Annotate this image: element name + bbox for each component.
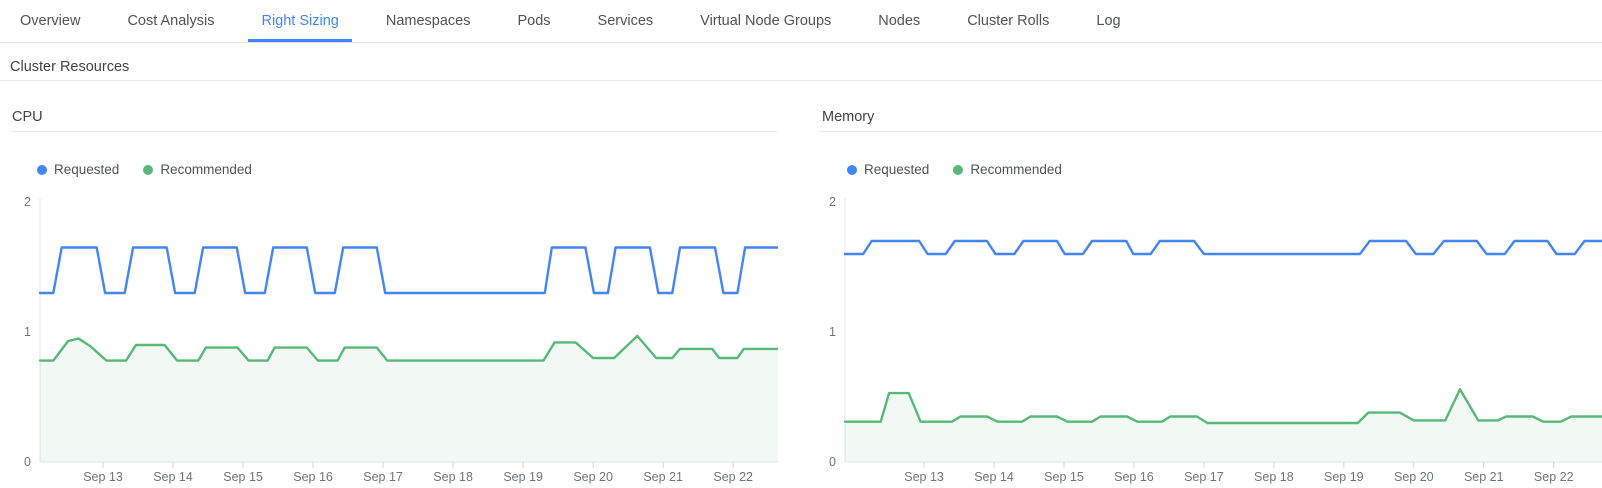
legend-dot-icon xyxy=(37,164,47,175)
tab-cost-analysis[interactable]: Cost Analysis xyxy=(127,0,214,42)
x-tick-label: Sep 17 xyxy=(1184,470,1224,484)
chart-panel-cpu: CPU Requested Recommended 0 1 2 Sep 13 Sep 14… xyxy=(10,81,778,486)
chart-canvas: 0 1 2 Sep 13 Sep 14 Sep 15 Sep 16 Sep 17 Sep 18 S… xyxy=(829,195,1602,484)
x-tick-label: Sep 19 xyxy=(503,470,543,484)
tab-bar: Overview Cost Analysis Right Sizing Namespa… xyxy=(0,0,1602,43)
tab-nodes[interactable]: Nodes xyxy=(878,0,920,42)
chart-panel-memory: Memory Requested Recommended 0 1 2 Sep 13 Sep… xyxy=(820,81,1602,486)
legend-label: Recommended xyxy=(160,162,252,177)
tab-pods[interactable]: Pods xyxy=(517,0,550,42)
x-tick-label: Sep 19 xyxy=(1324,470,1364,484)
legend-item-requested[interactable]: Requested xyxy=(847,162,929,177)
x-tick-label: Sep 13 xyxy=(904,470,944,484)
tab-namespaces[interactable]: Namespaces xyxy=(386,0,471,42)
tab-right-sizing[interactable]: Right Sizing xyxy=(248,0,352,42)
legend-label: Requested xyxy=(864,162,930,177)
chart-title-divider xyxy=(10,131,778,132)
y-tick-label: 0 xyxy=(24,455,31,469)
legend-item-recommended[interactable]: Recommended xyxy=(143,162,252,177)
x-tick-label: Sep 22 xyxy=(713,470,753,484)
x-tick-label: Sep 18 xyxy=(1254,470,1294,484)
y-tick-label: 2 xyxy=(24,195,31,209)
x-tick-label: Sep 16 xyxy=(1114,470,1154,484)
tab-log[interactable]: Log xyxy=(1096,0,1120,42)
legend-label: Recommended xyxy=(970,162,1062,177)
chart-legend: Requested Recommended xyxy=(847,162,1602,177)
y-tick-label: 2 xyxy=(829,195,836,209)
chart-title-divider xyxy=(820,131,1602,132)
legend-dot-icon xyxy=(143,164,154,175)
charts-row: CPU Requested Recommended 0 1 2 Sep 13 Sep 14… xyxy=(0,81,1602,486)
tab-virtual-node-groups[interactable]: Virtual Node Groups xyxy=(700,0,831,42)
chart-title: Memory xyxy=(822,109,875,125)
x-tick-label: Sep 17 xyxy=(363,470,403,484)
y-tick-label: 0 xyxy=(829,455,836,469)
x-tick-label: Sep 14 xyxy=(153,470,193,484)
x-tick-label: Sep 15 xyxy=(1044,470,1084,484)
x-tick-label: Sep 21 xyxy=(1464,470,1504,484)
series-line-recommended xyxy=(843,388,1602,425)
tab-services[interactable]: Services xyxy=(598,0,654,42)
series-line-requested xyxy=(38,246,778,295)
x-tick-label: Sep 13 xyxy=(83,470,123,484)
legend-label: Requested xyxy=(54,162,120,177)
legend-item-requested[interactable]: Requested xyxy=(37,162,119,177)
x-tick-label: Sep 20 xyxy=(1394,470,1434,484)
tab-cluster-rolls[interactable]: Cluster Rolls xyxy=(967,0,1049,42)
y-tick-label: 1 xyxy=(24,325,31,339)
chart-legend: Requested Recommended xyxy=(37,162,778,177)
chart-canvas: 0 1 2 Sep 13 Sep 14 Sep 15 Sep 16 Sep 17 Sep 18 S… xyxy=(24,195,778,484)
legend-dot-icon xyxy=(847,164,857,175)
series-line-requested xyxy=(843,239,1602,256)
tab-overview[interactable]: Overview xyxy=(20,0,80,42)
section-title: Cluster Resources xyxy=(10,59,130,75)
y-tick-label: 1 xyxy=(829,325,836,339)
x-tick-label: Sep 14 xyxy=(974,470,1014,484)
legend-dot-icon xyxy=(953,164,964,175)
x-tick-label: Sep 16 xyxy=(293,470,333,484)
chart-title: CPU xyxy=(12,109,43,125)
series-area-recommended xyxy=(40,335,778,462)
x-tick-label: Sep 21 xyxy=(643,470,683,484)
x-tick-label: Sep 20 xyxy=(573,470,613,484)
legend-item-recommended[interactable]: Recommended xyxy=(953,162,1062,177)
x-tick-label: Sep 18 xyxy=(433,470,473,484)
x-tick-label: Sep 15 xyxy=(223,470,263,484)
section-header: Cluster Resources xyxy=(0,43,1602,81)
series-line-recommended xyxy=(38,334,778,362)
x-tick-label: Sep 22 xyxy=(1534,470,1574,484)
series-area-recommended xyxy=(845,389,1602,462)
